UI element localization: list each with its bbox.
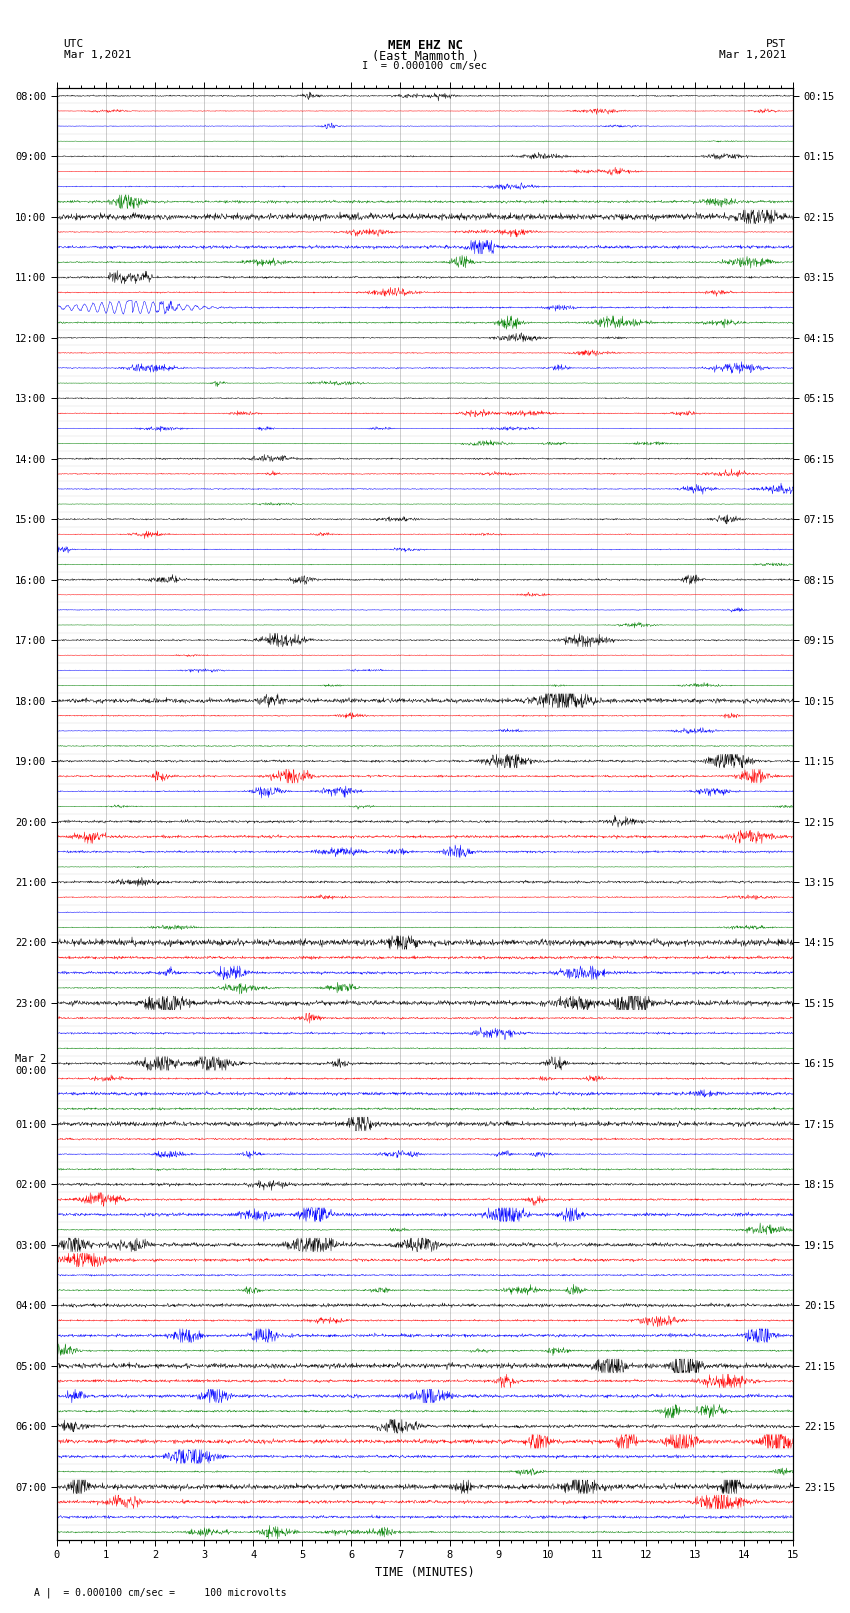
Text: Mar 1,2021: Mar 1,2021: [719, 50, 786, 60]
Text: MEM EHZ NC: MEM EHZ NC: [388, 39, 462, 52]
Text: I  = 0.000100 cm/sec: I = 0.000100 cm/sec: [362, 61, 488, 71]
Text: Mar 1,2021: Mar 1,2021: [64, 50, 131, 60]
Text: PST: PST: [766, 39, 786, 48]
X-axis label: TIME (MINUTES): TIME (MINUTES): [375, 1566, 475, 1579]
Text: (East Mammoth ): (East Mammoth ): [371, 50, 479, 63]
Text: A |  = 0.000100 cm/sec =     100 microvolts: A | = 0.000100 cm/sec = 100 microvolts: [34, 1587, 286, 1598]
Text: UTC: UTC: [64, 39, 84, 48]
